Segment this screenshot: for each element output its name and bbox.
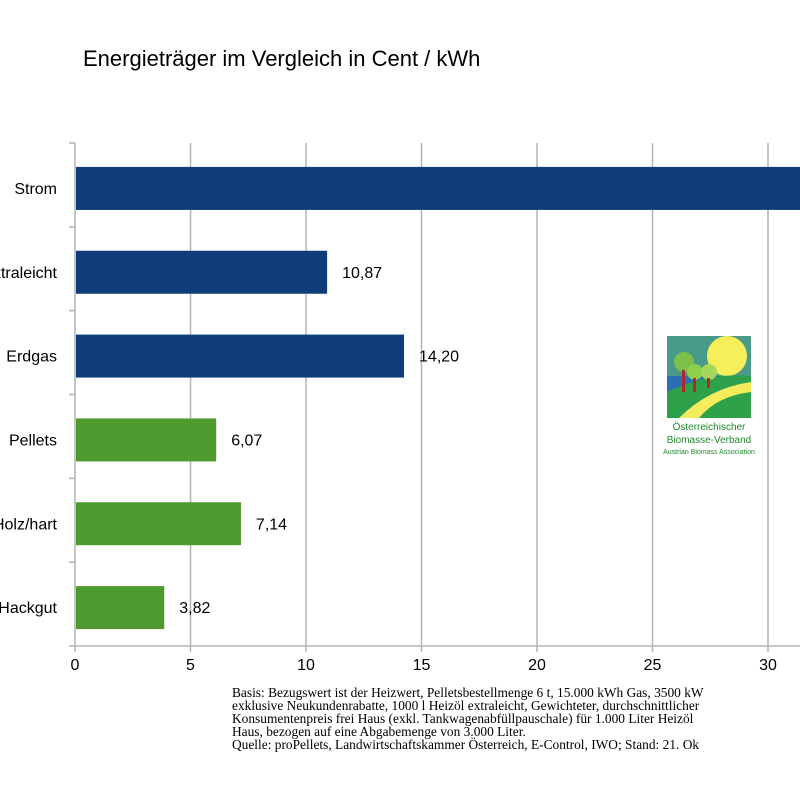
data-label: 3,82 [179, 600, 210, 617]
bar-heiz-l-extraleicht [76, 250, 328, 294]
footnote-line: Quelle: proPellets, Landwirtschaftskamme… [232, 737, 700, 752]
x-tick-label: 10 [297, 657, 315, 674]
footnote: Basis: Bezugswert ist der Heizwert, Pell… [232, 686, 704, 751]
footnote-line: exklusive Neukundenrabatte, 1000 l Heizö… [232, 698, 700, 713]
category-label: Hackgut [0, 600, 58, 617]
footnote-line: Haus, bezogen auf eine Abgabemenge von 3… [232, 724, 526, 739]
bar-hackgut [76, 586, 165, 630]
logo-text-3: Austrian Biomass Association [655, 447, 763, 458]
footnote-line: Basis: Bezugswert ist der Heizwert, Pell… [232, 685, 704, 700]
x-tick-label: 0 [71, 657, 80, 674]
biomasse-verband-logo: Österreichischer Biomasse-Verband Austri… [655, 336, 763, 462]
data-label: 10,87 [342, 265, 382, 282]
bar-holz-hart [76, 502, 241, 546]
category-label: Strom [14, 181, 57, 198]
bar-erdgas [76, 334, 405, 378]
category-label: Erdgas [6, 349, 57, 366]
logo-text-2: Biomasse-Verband [655, 434, 763, 447]
chart-title: Energieträger im Vergleich in Cent / kWh [83, 46, 481, 71]
logo-text-1: Österreichischer [655, 421, 763, 434]
x-tick-label: 20 [528, 657, 546, 674]
data-label: 6,07 [231, 432, 262, 449]
data-label: 14,20 [419, 349, 459, 366]
x-tick-label: 5 [186, 657, 195, 674]
footnote-line: Konsumentenpreis frei Haus (exkl. Tankwa… [232, 711, 694, 726]
category-label: Holz/hart [0, 516, 58, 533]
x-tick-label: 15 [413, 657, 431, 674]
x-tick-label: 30 [759, 657, 777, 674]
bar-chart: 0 5 10 15 20 25 30 Strom Heizöl extraleicht 10,87… [0, 142, 800, 674]
x-tick-label: 25 [644, 657, 662, 674]
category-label: Heizöl extraleicht [0, 265, 58, 282]
data-label: 7,14 [256, 516, 287, 533]
bar-strom [76, 166, 800, 210]
logo-landscape-icon [667, 336, 751, 418]
bar-pellets [76, 418, 217, 462]
category-label: Pellets [9, 432, 57, 449]
